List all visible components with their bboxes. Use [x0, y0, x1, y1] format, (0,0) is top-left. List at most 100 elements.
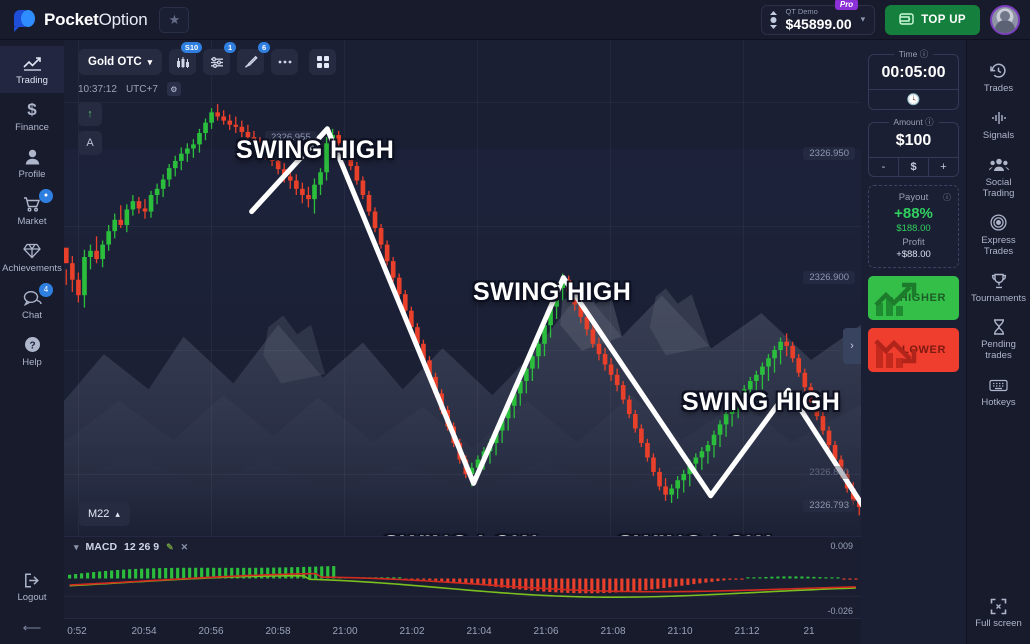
sidebar-item-chat[interactable]: 4 Chat — [0, 281, 64, 328]
macd-pane[interactable]: ▾ MACD 12 26 9 ✎ ✕ 0.009 -0.026 — [64, 536, 861, 618]
more-dots-icon[interactable] — [271, 49, 299, 75]
candlestick-icon[interactable]: S10 — [169, 42, 203, 75]
arrow-up-icon[interactable]: ↑ — [78, 102, 102, 126]
balance-switch-icon[interactable] — [769, 10, 778, 29]
chevron-right-icon[interactable]: › — [843, 328, 861, 364]
account-label: QT Demo — [785, 6, 818, 16]
balance-selector[interactable]: Pro QT Demo $45899.00 ▾ — [761, 0, 876, 35]
higher-button[interactable]: HIGHER — [868, 276, 959, 320]
question-icon[interactable]: ⓘ — [919, 49, 929, 59]
time-value: 00:05:00 — [881, 64, 946, 81]
gear-icon[interactable]: ⚙ — [166, 82, 181, 96]
caret-down-icon[interactable]: ▾ — [74, 541, 79, 552]
asset-selector[interactable]: Gold OTC ▾ — [78, 49, 163, 75]
top-up-label: TOP UP — [921, 13, 966, 26]
chart-clock: 10:37:12 — [78, 83, 117, 95]
pro-badge: Pro — [834, 0, 859, 10]
macd-name: MACD — [85, 541, 118, 553]
logout-label: Logout — [17, 592, 47, 604]
sidebar-item-achievements[interactable]: Achievements — [0, 234, 64, 281]
pencil-icon[interactable]: ✎ — [166, 541, 174, 552]
sidebar-label: Achievements — [2, 262, 62, 274]
timeframe-selector[interactable]: M22 ▴ — [78, 502, 130, 526]
target-icon — [990, 213, 1007, 233]
clock-icon[interactable]: 🕓 — [906, 94, 921, 106]
question-icon[interactable]: ⓘ — [943, 193, 951, 202]
logout-button[interactable]: Logout — [0, 563, 64, 610]
chevron-down-icon[interactable]: ▾ — [860, 14, 866, 24]
sidebar-item-tournaments[interactable]: Tournaments — [967, 264, 1030, 311]
brand-name: PocketOption — [44, 10, 148, 30]
wallet-icon — [899, 12, 914, 28]
sidebar-label: Trading — [16, 75, 48, 86]
time-tick: 21:02 — [399, 626, 425, 637]
grid-line-v — [743, 40, 744, 536]
signal-icon — [990, 108, 1008, 128]
app-body: Trading $ Finance Profile ● Market — [0, 40, 1030, 644]
time-mode-row[interactable]: 🕓 — [869, 89, 958, 109]
currency-button[interactable]: $ — [898, 158, 928, 176]
time-tick: 20:58 — [265, 626, 291, 637]
time-axis: 0:52 20:54 20:56 20:58 21:00 21:02 21:04 21:06 2… — [64, 618, 861, 644]
drawing-brush-icon[interactable]: 6 — [237, 42, 271, 75]
time-tick: 21:06 — [533, 626, 559, 637]
star-icon[interactable]: ★ — [159, 6, 190, 33]
chart-info-bar: 10:37:12 UTC+7 ⚙ — [78, 82, 181, 96]
sidebar-item-express-trades[interactable]: Express Trades — [967, 206, 1030, 264]
sidebar-item-social-trading[interactable]: Social Trading — [967, 148, 1030, 206]
macd-params: 12 26 9 — [124, 541, 160, 553]
time-tick: 20:54 — [131, 626, 157, 637]
annotation-swing-low: SWING LOW — [383, 531, 537, 536]
brand-logo[interactable]: PocketOption — [14, 9, 148, 32]
fullscreen-button[interactable]: Full screen — [967, 589, 1030, 636]
sidebar-label: Chat — [21, 309, 43, 321]
grid-line-h — [64, 350, 861, 351]
question-icon[interactable]: ⓘ — [925, 117, 934, 127]
grid-layout-icon[interactable] — [309, 49, 337, 75]
time-tick: 21:04 — [466, 626, 492, 637]
sidebar-item-pending-trades[interactable]: Pending trades — [967, 310, 1030, 368]
amount-value: $100 — [895, 132, 932, 149]
payout-title: Payout — [898, 192, 929, 203]
payout-box: ⓘ Payout +88% $188.00 Profit +$88.00 — [868, 185, 959, 268]
arrow-left-icon[interactable]: ⟵ — [22, 620, 42, 635]
indicators-sliders-icon[interactable]: 1 — [203, 42, 237, 75]
top-up-button[interactable]: TOP UP — [885, 4, 980, 35]
people-icon — [988, 155, 1009, 175]
user-icon — [25, 147, 40, 167]
fullscreen-label: Full screen — [975, 618, 1022, 630]
time-legend: Time ⓘ — [893, 48, 934, 60]
sidebar-item-trading[interactable]: Trading — [0, 46, 64, 93]
expiry-time-field[interactable]: Time ⓘ 00:05:00 🕓 — [868, 48, 959, 110]
close-icon[interactable]: ✕ — [180, 541, 189, 552]
arrow-up-chart-icon — [874, 282, 917, 316]
text-tool-icon[interactable]: A — [78, 131, 102, 155]
amount-decrease-button[interactable]: - — [881, 161, 886, 173]
sidebar-label: Express Trades — [981, 234, 1016, 257]
time-tick: 21:00 — [332, 626, 358, 637]
annotation-swing-high: SWING HIGH — [236, 136, 395, 164]
chat-bubble-icon — [23, 288, 42, 308]
grid-line-v — [344, 40, 345, 536]
chart-vertical-tools: ↑ A — [78, 102, 102, 155]
annotation-swing-high: SWING HIGH — [682, 388, 841, 416]
amount-increase-button[interactable]: + — [928, 158, 958, 176]
sidebar-label: Help — [22, 356, 42, 368]
sidebar-item-finance[interactable]: $ Finance — [0, 93, 64, 140]
chevron-up-icon: ▴ — [115, 508, 120, 519]
chart-column: Gold OTC ▾ S10 1 6 — [64, 40, 861, 644]
keyboard-icon — [989, 375, 1008, 395]
sidebar-item-hotkeys[interactable]: Hotkeys — [967, 368, 1030, 415]
lower-button[interactable]: LOWER — [868, 328, 959, 372]
sidebar-item-market[interactable]: ● Market — [0, 187, 64, 234]
chat-badge: 4 — [39, 282, 53, 297]
avatar[interactable] — [990, 4, 1020, 35]
sidebar-item-profile[interactable]: Profile — [0, 140, 64, 187]
amount-controls: - $ + — [869, 157, 958, 176]
sidebar-item-trades[interactable]: Trades — [967, 54, 1030, 101]
sidebar-item-signals[interactable]: Signals — [967, 101, 1030, 148]
grid-line-h — [64, 474, 861, 475]
amount-field[interactable]: Amount ⓘ $100 - $ + — [868, 116, 959, 177]
chart-area[interactable]: Gold OTC ▾ S10 1 6 — [64, 40, 861, 536]
sidebar-item-help[interactable]: ? Help — [0, 328, 64, 375]
